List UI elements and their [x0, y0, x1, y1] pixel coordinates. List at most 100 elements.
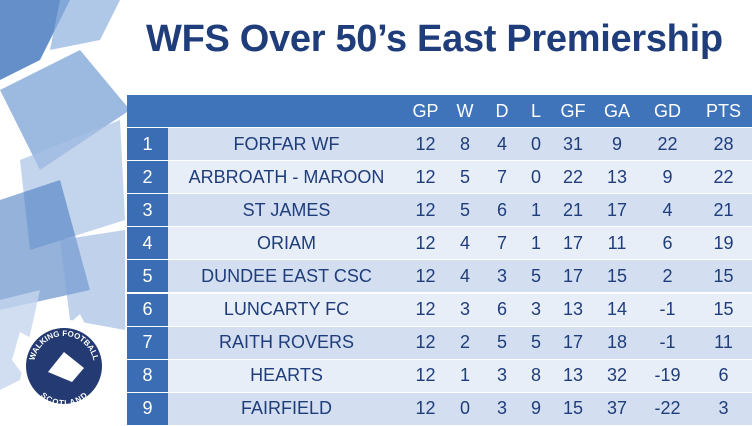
stat-cell: 15: [713, 299, 734, 320]
row: [168, 293, 752, 326]
team-cell: ARBROATH - MAROON: [188, 166, 385, 187]
position-cell: 7: [127, 326, 168, 359]
row: [168, 326, 752, 359]
stat-cell: 3: [496, 365, 507, 386]
stat-cell: 3: [718, 398, 729, 419]
stat-cell: 3: [459, 299, 470, 320]
stat-cell: 11: [714, 332, 733, 353]
stat-cell: 2: [662, 265, 673, 286]
stat-cell: 12: [415, 166, 436, 187]
stat-cell: 28: [713, 133, 734, 154]
stat-cell: 5: [496, 332, 507, 353]
row: [168, 359, 752, 392]
stat-cell: 9: [611, 133, 622, 154]
stat-cell: 2: [459, 332, 470, 353]
stat-cell: 12: [415, 133, 436, 154]
stat-cell: 0: [530, 166, 541, 187]
stat-cell: -1: [659, 332, 676, 353]
stat-cell: 9: [530, 398, 541, 419]
header-cell: GA: [594, 95, 640, 127]
stat-cell: -19: [654, 365, 681, 386]
stat-cell: 22: [657, 133, 678, 154]
stat-cell: 7: [496, 232, 507, 253]
decoration: WALKING FOOTBALL SCOTLAND: [0, 0, 130, 414]
stat-cell: -22: [654, 398, 681, 419]
stat-cell: 21: [562, 199, 584, 220]
stat-cell: 15: [713, 265, 734, 286]
stat-cell: 14: [606, 299, 628, 320]
stat-cell: 6: [662, 232, 673, 253]
stat-cell: 17: [562, 232, 584, 253]
row: [168, 128, 752, 161]
team-cell: LUNCARTY FC: [223, 299, 350, 320]
stat-cell: 3: [496, 265, 507, 286]
stat-cell: 5: [459, 199, 470, 220]
row: [168, 161, 752, 194]
stat-cell: 6: [496, 199, 507, 220]
position-cell: 5: [127, 260, 168, 293]
position-cell: 2: [127, 161, 168, 194]
stat-cell: 0: [530, 133, 541, 154]
stat-cell: 1: [459, 365, 470, 386]
team-cell: FORFAR WF: [233, 133, 340, 154]
stat-cell: 31: [562, 133, 584, 154]
stat-cell: -1: [659, 299, 676, 320]
stat-cell: 6: [718, 365, 729, 386]
stat-cell: 13: [562, 365, 584, 386]
stat-cell: 6: [496, 299, 507, 320]
stat-cell: 13: [606, 166, 628, 187]
position-cell: 6: [127, 293, 168, 326]
stat-cell: 18: [606, 332, 628, 353]
stat-cell: 22: [562, 166, 584, 187]
team-cell: DUNDEE EAST CSC: [201, 265, 372, 286]
stat-cell: 3: [530, 299, 541, 320]
stat-cell: 12: [415, 232, 436, 253]
header-cell: GD: [640, 95, 695, 127]
stat-cell: 32: [606, 365, 628, 386]
header-cell: PTS: [695, 95, 752, 127]
stat-cell: 21: [713, 199, 734, 220]
stat-cell: 4: [459, 265, 470, 286]
header-cell: W: [446, 95, 484, 127]
team-cell: ORIAM: [256, 232, 316, 253]
stat-cell: 12: [415, 199, 436, 220]
header-cell: GP: [405, 95, 446, 127]
stat-cell: 13: [562, 299, 584, 320]
row: [168, 194, 752, 227]
header-cell: GF: [552, 95, 594, 127]
stat-cell: 3: [496, 398, 507, 419]
stat-cell: 22: [713, 166, 734, 187]
stat-cell: 0: [459, 398, 470, 419]
header-cell: D: [484, 95, 520, 127]
stat-cell: 5: [530, 265, 541, 286]
stat-cell: 5: [530, 332, 541, 353]
stat-cell: 15: [606, 265, 628, 286]
stat-cell: 12: [415, 265, 436, 286]
stat-cell: 4: [496, 133, 507, 154]
stat-cell: 1: [530, 232, 541, 253]
team-cell: ST JAMES: [242, 199, 331, 220]
team-cell: HEARTS: [250, 365, 323, 386]
position-cell: 9: [127, 392, 168, 425]
stat-cell: 17: [562, 265, 584, 286]
stat-cell: 12: [415, 332, 436, 353]
row: [168, 227, 752, 260]
stat-cell: 37: [606, 398, 628, 419]
team-cell: RAITH ROVERS: [218, 332, 355, 353]
header-cell: L: [520, 95, 552, 127]
stat-cell: 17: [606, 199, 628, 220]
stat-cell: 9: [662, 166, 673, 187]
position-cell: 3: [127, 194, 168, 227]
stat-cell: 7: [496, 166, 507, 187]
stat-cell: 4: [662, 199, 673, 220]
stat-cell: 5: [459, 166, 470, 187]
stat-cell: 12: [415, 365, 436, 386]
title: WFS Over 50’s East Premiership: [146, 18, 723, 60]
stat-cell: 17: [562, 332, 584, 353]
stat-cell: 8: [530, 365, 541, 386]
stat-cell: 12: [415, 299, 436, 320]
row: [168, 260, 752, 293]
team-cell: FAIRFIELD: [240, 398, 333, 419]
stat-cell: 19: [713, 232, 734, 253]
